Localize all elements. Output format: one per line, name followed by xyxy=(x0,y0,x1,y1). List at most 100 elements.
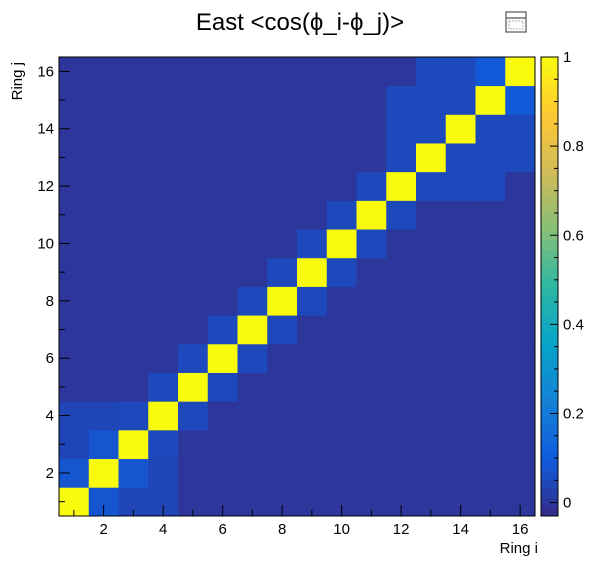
heatmap-cell xyxy=(445,200,476,230)
heatmap-cell xyxy=(445,315,476,345)
heatmap-cell xyxy=(475,401,506,431)
heatmap-cell xyxy=(118,286,149,316)
heatmap-cell xyxy=(148,57,179,87)
heatmap-cell xyxy=(267,57,298,87)
heatmap-cell xyxy=(207,85,238,115)
color-scale-step xyxy=(541,268,558,278)
x-axis: 2 4 6 8 10 12 14 16 xyxy=(73,505,529,538)
y-tick-label: 6 xyxy=(46,350,54,367)
color-scale-step xyxy=(541,415,558,425)
heatmap-cell xyxy=(386,343,417,373)
heatmap-cell xyxy=(445,343,476,373)
color-scale-step xyxy=(541,286,558,296)
heatmap-cell xyxy=(267,257,298,287)
heatmap-cell xyxy=(88,372,119,402)
heatmap-cell xyxy=(297,114,328,144)
color-scale-axis: 0 0.2 0.4 0.6 0.8 1 xyxy=(550,49,584,512)
heatmap-cell xyxy=(178,114,209,144)
heatmap-cell xyxy=(207,200,238,230)
heatmap-cell xyxy=(207,114,238,144)
heatmap-cell xyxy=(88,229,119,259)
color-scale-step xyxy=(541,167,558,177)
color-scale-step xyxy=(541,405,558,416)
color-scale-step xyxy=(541,433,558,443)
heatmap-cell xyxy=(416,200,447,230)
y-axis: 2 4 6 8 10 12 14 16 xyxy=(37,63,70,503)
heatmap-cell xyxy=(297,257,328,287)
heatmap-cell xyxy=(475,372,506,402)
heatmap-cell xyxy=(326,229,357,259)
heatmap-cell xyxy=(118,257,149,287)
color-scale-step xyxy=(541,506,558,517)
color-scale-label: 1 xyxy=(563,49,571,66)
color-scale-step xyxy=(541,341,558,352)
heatmap-cell xyxy=(416,343,447,373)
heatmap-cell xyxy=(118,372,149,402)
heatmap-cell xyxy=(178,143,209,173)
heatmap-cell xyxy=(88,171,119,201)
heatmap-cell xyxy=(505,114,536,144)
heatmap-cell xyxy=(445,85,476,115)
heatmap-cell xyxy=(326,429,357,460)
x-axis-title: Ring i xyxy=(500,540,538,557)
heatmap-cell xyxy=(356,85,387,115)
heatmap-cell xyxy=(445,57,476,87)
heatmap-cell xyxy=(416,85,447,115)
heatmap-cell xyxy=(386,229,417,259)
color-scale-step xyxy=(541,323,558,333)
color-scale-step xyxy=(541,176,558,186)
heatmap-cell xyxy=(237,458,268,488)
heatmap-cell xyxy=(148,458,179,488)
heatmap-cell xyxy=(445,401,476,431)
heatmap-cell xyxy=(267,372,298,402)
heatmap-cell xyxy=(297,343,328,373)
heatmap-cell xyxy=(445,286,476,316)
heatmap-cell xyxy=(207,429,238,460)
heatmap-cell xyxy=(148,315,179,345)
heatmap-cell xyxy=(356,401,387,431)
heatmap-cell xyxy=(148,372,179,402)
heatmap-cell xyxy=(386,315,417,345)
heatmap-cell xyxy=(475,257,506,287)
color-scale-step xyxy=(541,359,558,370)
heatmap-cell xyxy=(445,171,476,201)
heatmap-cell xyxy=(326,286,357,316)
heatmap-cell xyxy=(416,229,447,259)
heatmap-cell xyxy=(297,143,328,173)
heatmap-cell xyxy=(475,114,506,144)
x-tick-label: 16 xyxy=(512,521,529,538)
heatmap-cell xyxy=(445,143,476,173)
chart-title: East <cos(ϕ_i-ϕ_j)> xyxy=(196,9,404,36)
x-tick-label: 14 xyxy=(452,521,469,538)
color-scale-step xyxy=(541,57,558,67)
heatmap-cell xyxy=(416,143,447,173)
color-scale-step xyxy=(541,460,558,471)
heatmap-cell xyxy=(356,143,387,173)
y-tick-label: 14 xyxy=(37,121,54,138)
heatmap-cell xyxy=(416,257,447,287)
heatmap-cell xyxy=(386,286,417,316)
heatmap-cell xyxy=(475,458,506,488)
heatmap-cell xyxy=(326,343,357,373)
y-tick-label: 12 xyxy=(37,178,54,195)
heatmap-cell xyxy=(505,315,536,345)
heatmap-cell xyxy=(386,200,417,230)
heatmap-cell xyxy=(118,458,149,488)
heatmap-cell xyxy=(88,458,119,488)
color-scale-step xyxy=(541,121,558,131)
canvas-toggle-icon[interactable] xyxy=(505,11,527,33)
color-scale-step xyxy=(541,84,558,95)
heatmap-cell xyxy=(178,458,209,488)
heatmap-cell xyxy=(505,372,536,402)
color-scale-step xyxy=(541,240,558,251)
heatmap-cell xyxy=(445,229,476,259)
heatmap-cell xyxy=(297,315,328,345)
color-scale-step xyxy=(541,231,558,241)
heatmap-cell xyxy=(267,143,298,173)
heatmap-cell xyxy=(88,343,119,373)
heatmap-cell xyxy=(118,429,149,460)
heatmap-cell xyxy=(148,85,179,115)
color-scale-step xyxy=(541,130,558,140)
y-tick-label: 10 xyxy=(37,235,54,252)
color-scale-step xyxy=(541,213,558,223)
